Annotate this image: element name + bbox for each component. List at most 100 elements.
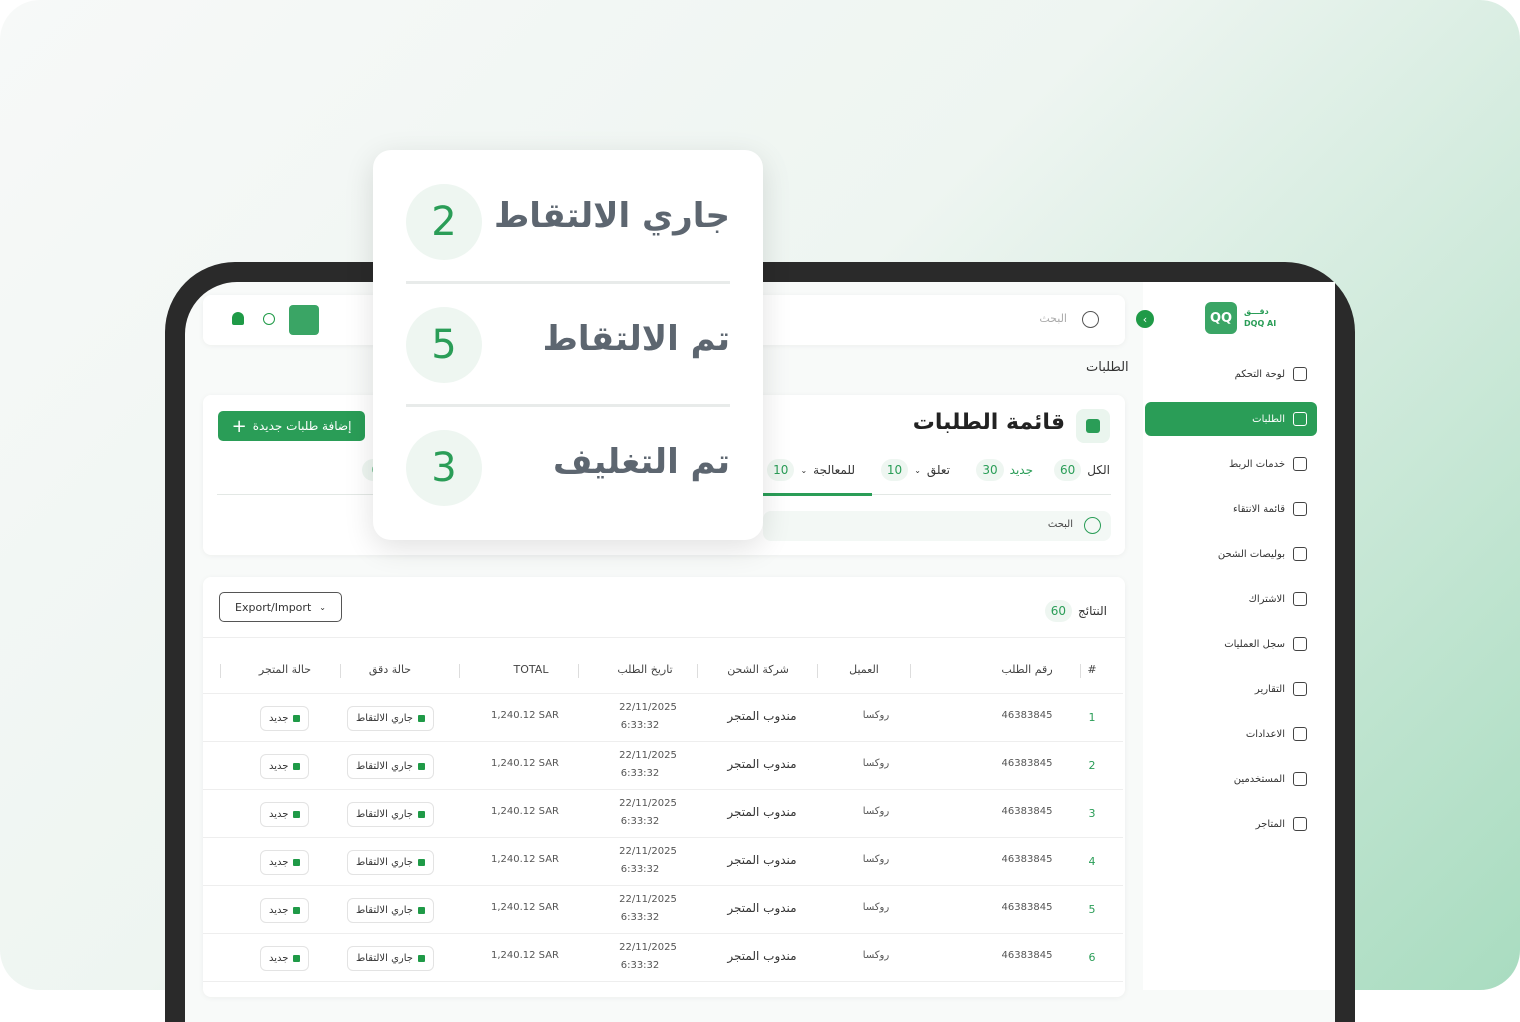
sidebar-item-8[interactable]: ⌄الاعدادات: [995, 717, 1317, 751]
tab-3[interactable]: للمعالجة ⌄ 10: [767, 459, 855, 481]
header-search-input[interactable]: البحث: [1039, 312, 1067, 325]
popup-status-row[interactable]: 3 تم التغليف: [406, 430, 730, 540]
sidebar-item-label: التقارير: [1254, 683, 1285, 695]
table-row[interactable]: 4 46383845 روكسا مندوب المتجر 22/11/2025…: [203, 838, 1123, 886]
logo: QQ: [1205, 302, 1237, 334]
table-row[interactable]: 1 46383845 روكسا مندوب المتجر 22/11/2025…: [203, 694, 1123, 742]
sidebar-item-label: المستخدمين: [1233, 773, 1285, 785]
order-date: 22/11/2025: [619, 702, 677, 713]
table-row[interactable]: 2 46383845 روكسا مندوب المتجر 22/11/2025…: [203, 742, 1123, 790]
tab-count: 10: [767, 459, 795, 481]
customer: روكسا: [862, 806, 890, 817]
sidebar-item-10[interactable]: ⌄المتاجر: [995, 807, 1317, 841]
row-number: 1: [1088, 711, 1096, 724]
list-icon: [1293, 502, 1307, 516]
tab-2[interactable]: تعلق ⌄ 10: [880, 459, 950, 481]
plus-icon: +: [231, 415, 247, 437]
order-date: 22/11/2025: [619, 798, 677, 809]
sidebar-item-3[interactable]: قائمة الانتقاء: [1145, 492, 1317, 526]
status-dot: [417, 859, 425, 866]
sidebar-item-9[interactable]: ⌄المستخدمين: [995, 762, 1317, 796]
total: 1,240.12 SAR: [490, 710, 560, 721]
order-date: 22/11/2025: [619, 846, 677, 857]
sidebar-item-4[interactable]: بوليصات الشحن: [1145, 537, 1317, 571]
table-row[interactable]: 3 46383845 روكسا مندوب المتجر 22/11/2025…: [203, 790, 1123, 838]
subscription-icon: [1293, 592, 1307, 606]
column-header: العميل: [849, 663, 879, 676]
column-separator: [578, 664, 579, 678]
column-separator: [817, 664, 818, 678]
order-id[interactable]: 46383845: [1001, 710, 1053, 721]
order-id[interactable]: 46383845: [1001, 950, 1053, 961]
integration-icon: [1293, 457, 1307, 471]
order-id[interactable]: 46383845: [1001, 902, 1053, 913]
search-icon: [1084, 517, 1101, 534]
column-header: #: [1087, 663, 1097, 676]
add-orders-button[interactable]: إضافة طلبات جديدة +: [218, 411, 365, 441]
tab-0[interactable]: الكل 60: [1054, 459, 1110, 481]
sidebar-item-2[interactable]: خدمات الربط: [1145, 447, 1317, 481]
export-import-button[interactable]: Export/Import ⌄: [219, 592, 342, 622]
row-number: 2: [1088, 759, 1096, 772]
status-dot: [417, 715, 425, 722]
dqq-status-badge: جاري الالتقاط: [347, 850, 434, 875]
orders-search-input[interactable]: البحث: [763, 511, 1111, 541]
carrier: مندوب المتجر: [727, 757, 797, 771]
breadcrumb: الطلبات: [1086, 360, 1129, 375]
sidebar-item-label: بوليصات الشحن: [1217, 548, 1285, 560]
status-dot: [293, 715, 301, 722]
picking-status-popup: 2 جاري الالتقاط 5 تم الالتقاط 3 تم التغليف: [373, 150, 763, 540]
sidebar-item-6[interactable]: سجل العمليات: [1145, 627, 1317, 661]
status-count: 2: [406, 184, 482, 260]
tab-1[interactable]: جديد 30: [976, 459, 1033, 481]
store-status-badge: جديد: [260, 706, 310, 731]
order-time: 6:33:32: [620, 816, 660, 827]
collapse-sidebar-button[interactable]: ‹: [1136, 310, 1154, 328]
column-header: تاريخ الطلب: [617, 663, 673, 676]
order-id[interactable]: 46383845: [1001, 854, 1053, 865]
page-title: قائمة الطلبات: [912, 410, 1065, 435]
status-label: تم التغليف: [552, 442, 730, 482]
tab-count: 10: [880, 459, 909, 481]
sidebar-item-label: سجل العمليات: [1224, 638, 1285, 650]
dashboard-icon: [1293, 367, 1307, 381]
status-dot: [293, 859, 301, 866]
store-status-badge: جديد: [260, 898, 310, 923]
total: 1,240.12 SAR: [490, 854, 560, 865]
order-time: 6:33:32: [620, 960, 660, 971]
column-header: TOTAL: [513, 663, 549, 676]
order-id[interactable]: 46383845: [1001, 758, 1053, 769]
globe-icon[interactable]: [263, 313, 275, 325]
sidebar-item-label: قائمة الانتقاء: [1232, 503, 1285, 515]
bell-icon[interactable]: [232, 312, 244, 325]
sidebar-item-7[interactable]: التقارير: [1145, 672, 1317, 706]
carrier: مندوب المتجر: [727, 709, 797, 723]
column-separator: [697, 664, 698, 678]
sidebar-item-5[interactable]: الاشتراك: [1145, 582, 1317, 616]
store-status-badge: جديد: [260, 850, 310, 875]
divider: [203, 637, 1125, 638]
column-separator: [340, 664, 341, 678]
popup-status-row[interactable]: 2 جاري الالتقاط: [406, 184, 730, 294]
sidebar-item-0[interactable]: لوحة التحكم: [1145, 357, 1317, 391]
column-header: حالة المتجر: [258, 663, 312, 676]
dqq-status-badge: جاري الالتقاط: [347, 706, 434, 731]
store-status-badge: جديد: [260, 802, 310, 827]
table-row[interactable]: 6 46383845 روكسا مندوب المتجر 22/11/2025…: [203, 934, 1123, 982]
status-label: جاري الالتقاط: [493, 196, 730, 236]
carrier: مندوب المتجر: [727, 805, 797, 819]
carrier: مندوب المتجر: [727, 853, 797, 867]
store-icon: [1293, 817, 1307, 831]
sidebar-item-label: الطلبات: [1252, 413, 1285, 425]
orders-box-icon: [1076, 409, 1110, 443]
order-id[interactable]: 46383845: [1001, 806, 1053, 817]
tab-label: جديد: [1009, 463, 1033, 477]
sidebar-item-1[interactable]: الطلبات: [1145, 402, 1317, 436]
table-row[interactable]: 5 46383845 روكسا مندوب المتجر 22/11/2025…: [203, 886, 1123, 934]
popup-status-row[interactable]: 5 تم الالتقاط: [406, 307, 730, 417]
status-dot: [293, 907, 301, 914]
avatar[interactable]: [289, 305, 319, 335]
order-date: 22/11/2025: [619, 942, 677, 953]
status-count: 5: [406, 307, 482, 383]
search-placeholder: البحث: [1047, 519, 1073, 530]
